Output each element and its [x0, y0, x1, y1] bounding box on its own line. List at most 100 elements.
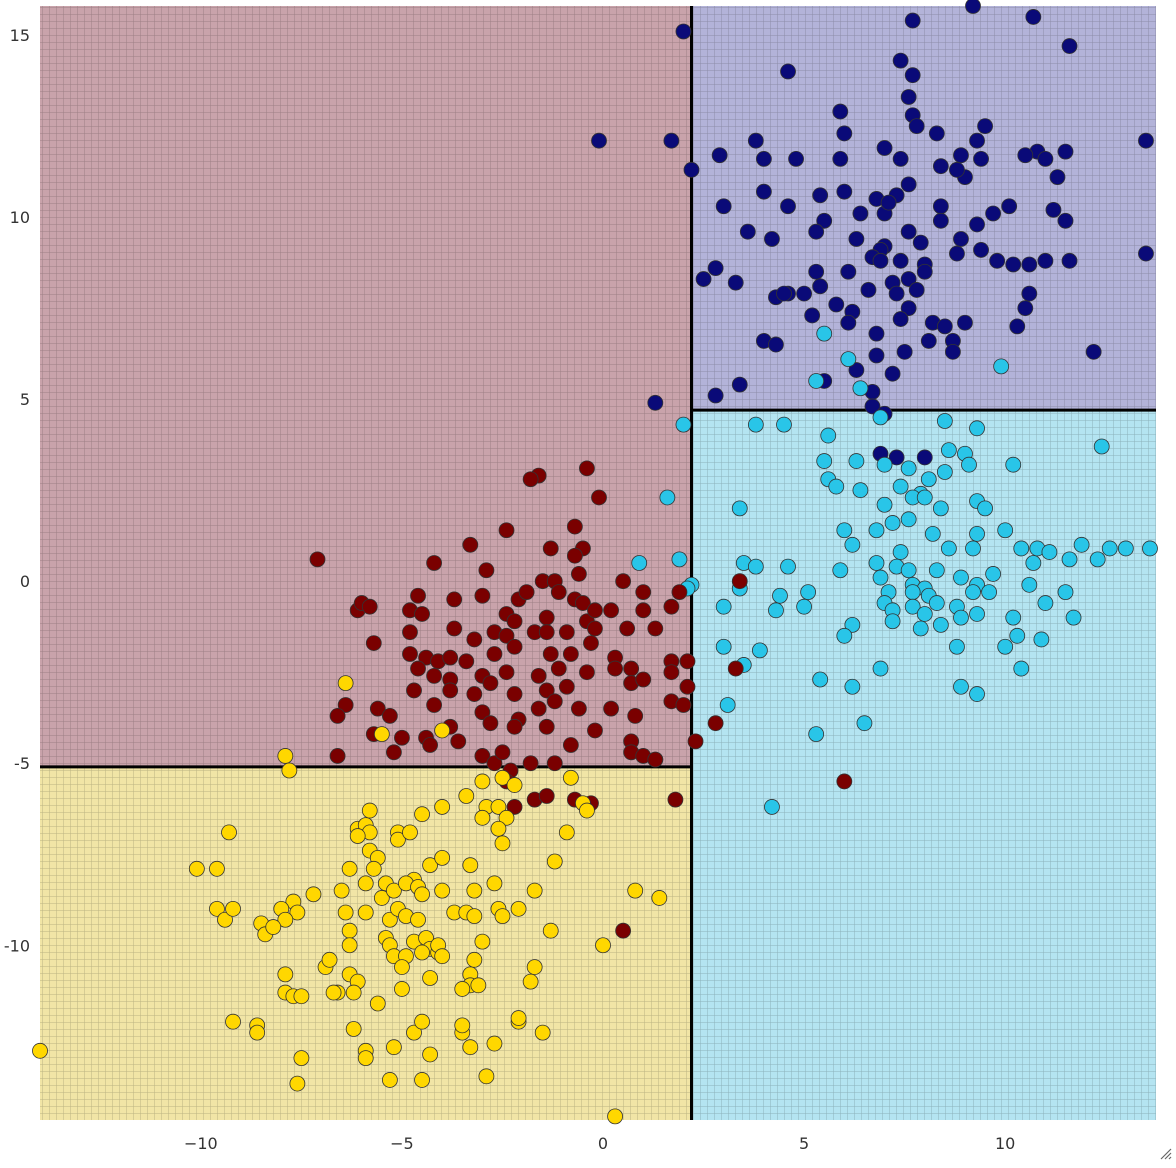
data-point-series-3 — [373, 726, 390, 743]
data-point-series-0 — [836, 183, 853, 200]
data-point-series-2 — [446, 591, 463, 608]
data-point-series-0 — [904, 67, 921, 84]
data-point-series-1 — [1037, 595, 1054, 611]
data-point-series-0 — [864, 398, 881, 415]
data-point-series-1 — [1117, 540, 1134, 557]
data-point-series-3 — [579, 802, 595, 819]
data-point-series-0 — [973, 151, 989, 167]
data-point-series-0 — [868, 325, 885, 342]
data-point-series-3 — [466, 908, 483, 925]
data-point-series-1 — [940, 442, 957, 459]
data-point-series-3 — [402, 824, 418, 841]
data-point-series-1 — [747, 558, 764, 575]
data-point-series-0 — [1061, 38, 1078, 54]
data-point-series-0 — [739, 223, 756, 240]
y-tick-label: 15 — [10, 26, 30, 45]
data-point-series-2 — [361, 598, 378, 615]
data-point-series-3 — [651, 890, 668, 906]
data-point-series-0 — [1017, 300, 1034, 317]
data-point-series-1 — [953, 678, 969, 695]
data-point-series-3 — [277, 966, 294, 983]
data-point-series-3 — [321, 951, 338, 968]
data-point-series-1 — [953, 569, 969, 586]
data-point-series-3 — [293, 988, 310, 1005]
data-point-series-2 — [603, 700, 619, 717]
data-point-series-2 — [836, 773, 853, 790]
data-point-series-2 — [635, 602, 652, 619]
data-point-series-0 — [985, 205, 1002, 222]
data-point-series-2 — [394, 729, 410, 746]
data-point-series-2 — [498, 627, 515, 644]
data-point-series-3 — [494, 835, 511, 852]
x-tick-label: 0 — [598, 1134, 608, 1153]
data-point-series-1 — [985, 566, 1002, 582]
x-tick-label: −10 — [184, 1134, 218, 1153]
data-point-series-2 — [410, 587, 426, 604]
data-point-series-0 — [1017, 147, 1034, 164]
data-point-series-1 — [981, 584, 998, 601]
data-point-series-0 — [957, 314, 973, 331]
data-point-series-0 — [852, 205, 869, 222]
data-point-series-0 — [973, 242, 989, 258]
data-point-series-2 — [309, 551, 326, 568]
decision-boundaries — [40, 6, 1156, 1120]
data-point-series-0 — [969, 216, 985, 233]
data-point-series-0 — [711, 147, 728, 164]
data-point-series-1 — [844, 536, 861, 553]
data-point-series-0 — [1045, 201, 1062, 218]
data-point-series-0 — [900, 176, 917, 193]
data-point-series-0 — [876, 140, 893, 156]
data-point-series-1 — [868, 555, 885, 571]
data-point-series-1 — [928, 595, 945, 611]
data-point-series-1 — [932, 616, 949, 633]
data-point-series-0 — [1061, 252, 1078, 269]
data-point-series-2 — [542, 646, 559, 662]
data-point-series-1 — [828, 478, 845, 495]
decision-regions — [40, 6, 1156, 1121]
data-point-series-2 — [647, 620, 664, 637]
data-point-series-3 — [345, 1021, 362, 1037]
data-point-series-1 — [872, 660, 889, 677]
data-point-series-2 — [647, 751, 664, 768]
data-point-series-0 — [969, 132, 985, 149]
data-point-series-1 — [876, 496, 893, 513]
data-point-series-0 — [932, 198, 949, 215]
data-point-series-0 — [848, 362, 865, 378]
resize-grip-icon[interactable] — [1158, 1146, 1172, 1160]
data-point-series-0 — [828, 296, 845, 313]
data-point-series-1 — [852, 482, 869, 499]
data-point-series-3 — [337, 904, 354, 921]
data-point-series-3 — [188, 860, 205, 877]
y-tick-label: 5 — [20, 390, 30, 409]
data-point-series-3 — [607, 1108, 623, 1125]
data-point-series-0 — [892, 151, 909, 167]
data-point-series-3 — [506, 777, 523, 793]
data-point-series-2 — [498, 522, 515, 539]
data-point-series-1 — [715, 598, 732, 615]
data-point-series-1 — [796, 598, 813, 615]
data-point-series-1 — [808, 373, 825, 389]
data-point-series-1 — [892, 544, 909, 560]
data-point-series-3 — [466, 951, 483, 968]
data-point-series-0 — [916, 449, 933, 466]
data-point-series-3 — [381, 1072, 398, 1088]
data-point-series-2 — [538, 718, 555, 735]
data-point-series-1 — [836, 627, 853, 644]
data-point-series-1 — [920, 471, 937, 488]
data-point-series-3 — [217, 911, 233, 928]
data-point-series-1 — [1061, 551, 1078, 568]
data-point-series-3 — [434, 849, 451, 866]
data-point-series-2 — [522, 471, 539, 488]
data-point-series-2 — [478, 562, 495, 579]
y-tick-label: 0 — [20, 572, 30, 591]
data-point-series-1 — [872, 409, 889, 426]
data-point-series-2 — [530, 700, 547, 717]
data-point-series-1 — [1101, 540, 1118, 557]
data-point-series-1 — [715, 638, 732, 655]
data-point-series-1 — [856, 715, 873, 732]
data-point-series-0 — [768, 336, 784, 353]
data-point-series-1 — [747, 416, 764, 433]
data-point-series-1 — [751, 642, 768, 659]
data-point-series-3 — [414, 886, 430, 903]
data-point-series-0 — [808, 263, 825, 280]
